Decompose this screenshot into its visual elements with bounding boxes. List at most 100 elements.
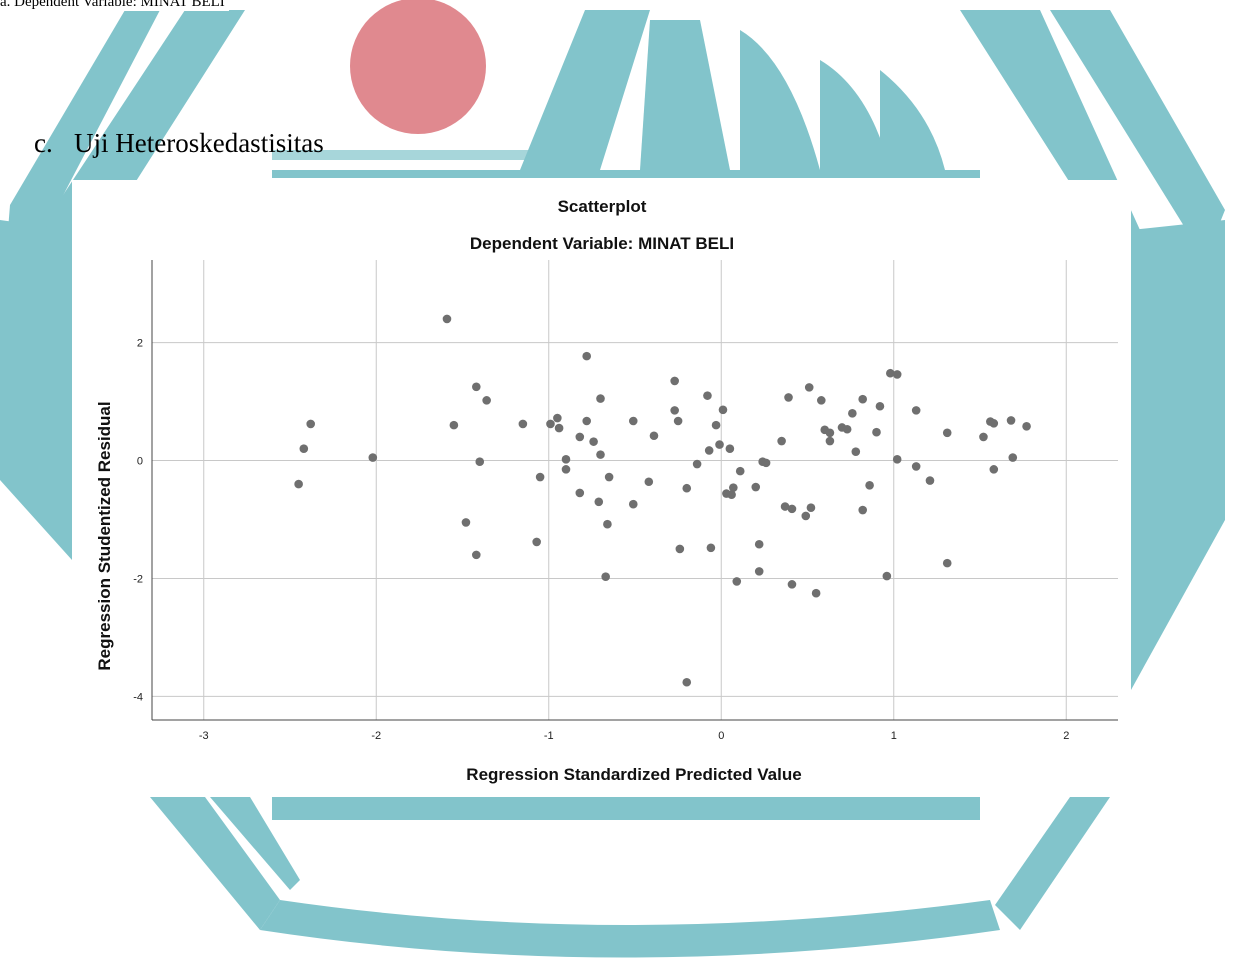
scatter-point [682, 483, 692, 493]
scatter-point [725, 444, 735, 454]
scatter-point [892, 370, 902, 379]
scatter-point [472, 550, 481, 560]
scatter-point [306, 419, 315, 429]
watermark-red-circle [350, 0, 486, 134]
watermark-bottom-left-arc-2 [210, 797, 300, 890]
section-number: c. [34, 128, 53, 158]
watermark-stripe-5 [880, 70, 945, 170]
scatter-point [299, 444, 309, 454]
scatter-point [482, 396, 491, 405]
scatterplot-chart: Scatterplot Dependent Variable: MINAT BE… [95, 197, 1118, 784]
scatter-point [979, 432, 988, 442]
scatter-point [761, 458, 771, 468]
x-tick-label: -2 [371, 730, 381, 742]
watermark-right-band-1 [960, 10, 1140, 230]
scatterplot-panel: Scatterplot Dependent Variable: MINAT BE… [72, 180, 1131, 797]
scatter-point [811, 588, 821, 598]
watermark-bottom-curve [260, 900, 1000, 958]
watermark-left-side-band [0, 220, 72, 560]
section-title: Uji Heteroskedastisitas [74, 128, 324, 158]
chart-title: Scatterplot [558, 197, 647, 216]
scatter-point [711, 420, 721, 430]
scatter-point [942, 558, 952, 568]
scatter-point [601, 572, 610, 581]
scatter-point [865, 480, 874, 490]
scatter-point [442, 314, 452, 324]
scatter-point [682, 677, 692, 687]
scatter-point [670, 376, 679, 386]
section-heading: c. Uji Heteroskedastisitas [34, 128, 324, 159]
scatter-point [732, 577, 742, 586]
scatter-point [546, 419, 555, 429]
scatter-point [989, 419, 999, 428]
scatter-point [777, 436, 786, 446]
scatter-point [825, 436, 835, 446]
scatter-point [882, 571, 892, 581]
scatter-point [596, 394, 605, 403]
scatter-point [858, 394, 867, 404]
y-tick-label: 2 [137, 338, 143, 350]
scatter-point [780, 502, 790, 511]
scatter-point [754, 539, 764, 549]
scatter-point [561, 455, 571, 464]
scatter-point [1022, 422, 1031, 431]
scatter-point [670, 406, 679, 415]
watermark-stripe-3 [740, 30, 820, 170]
scatter-point [575, 488, 585, 498]
scatter-point [925, 476, 935, 485]
x-tick-label: -1 [544, 730, 554, 742]
scatter-point [911, 462, 921, 471]
watermark-right-side-band [1131, 220, 1225, 690]
scatter-point [649, 431, 659, 441]
scatter-point [628, 416, 638, 426]
scatter-point [594, 497, 604, 507]
scatter-point [729, 483, 738, 492]
scatter-point [604, 472, 614, 482]
scatter-point [561, 465, 571, 474]
scatter-point [673, 416, 683, 426]
chart-subtitle: Dependent Variable: MINAT BELI [470, 234, 734, 253]
scatter-point [858, 505, 867, 515]
watermark-stripe-2 [640, 20, 730, 170]
x-axis-label: Regression Standardized Predicted Value [466, 765, 801, 784]
watermark-top-band [272, 170, 980, 178]
scatter-point [1006, 416, 1016, 425]
scatter-point [472, 382, 481, 392]
scatter-point [751, 482, 761, 492]
scatter-point [475, 457, 485, 466]
scatter-point [801, 511, 811, 521]
watermark-bottom-right-arc [995, 797, 1110, 930]
y-axis-label: Regression Studentized Residual [95, 401, 114, 670]
watermark-top-band-2 [272, 150, 560, 160]
watermark-bottom-left-arc-1 [150, 797, 280, 930]
scatter-point [787, 504, 797, 514]
scatter-point [886, 368, 895, 378]
scatter-point [718, 405, 728, 415]
x-tick-label: 0 [718, 730, 724, 742]
scatter-point [575, 432, 585, 442]
scatter-point [715, 440, 724, 449]
watermark-right-band-2 [1050, 10, 1225, 260]
scatter-point [892, 455, 902, 464]
scatter-point [754, 567, 764, 576]
scatter-point [368, 453, 378, 462]
scatter-point [842, 424, 852, 434]
scatter-point [589, 437, 598, 446]
data-points [294, 314, 1031, 687]
scatter-point [596, 450, 605, 459]
y-tick-label: -2 [133, 573, 143, 585]
scatter-point [1008, 453, 1018, 462]
scatter-point [817, 396, 826, 405]
scatter-point [461, 518, 471, 527]
watermark-stripe-4 [820, 60, 890, 170]
scatter-point [532, 537, 541, 547]
tick-labels: -3 -2 -1 0 1 2 -4 -2 0 2 [133, 338, 1069, 742]
scatter-point [703, 391, 712, 400]
scatter-point [518, 419, 528, 429]
scatter-point [294, 479, 303, 489]
scatter-point [727, 490, 736, 500]
scatter-point [704, 446, 714, 455]
scatter-point [535, 472, 545, 482]
watermark-stripe-1 [520, 10, 650, 170]
